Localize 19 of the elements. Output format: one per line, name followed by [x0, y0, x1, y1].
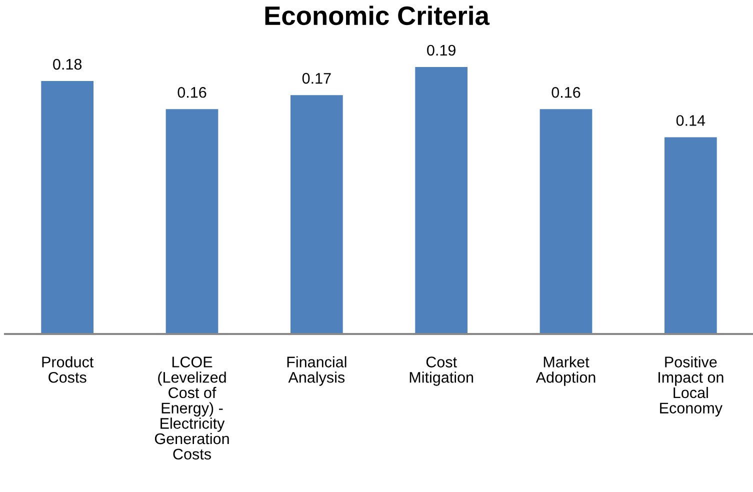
data-label: 0.16 [552, 86, 580, 98]
bar [664, 137, 717, 334]
bar [166, 109, 218, 334]
x-tick-label: Product Costs [42, 356, 94, 383]
data-label: 0.18 [53, 58, 82, 70]
x-tick-label: Cost Mitigation [410, 356, 474, 386]
data-label: 0.16 [178, 86, 206, 98]
bar [290, 95, 343, 334]
x-tick-label: Financial Analysis [287, 356, 346, 386]
x-tick-label: LCOE (Levelized Cost of Energy) - Electricity Generation Costs [154, 356, 229, 460]
data-label: 0.19 [427, 44, 456, 56]
chart-title: Economic Criteria [265, 6, 490, 26]
data-label: 0.17 [302, 72, 331, 84]
x-tick-label: Market Adoption [536, 356, 596, 386]
x-tick-label: Positive Impact on Local Economy [658, 356, 724, 417]
bar [41, 81, 94, 334]
data-label: 0.14 [676, 115, 706, 126]
bar [415, 67, 468, 334]
bar [540, 109, 592, 334]
